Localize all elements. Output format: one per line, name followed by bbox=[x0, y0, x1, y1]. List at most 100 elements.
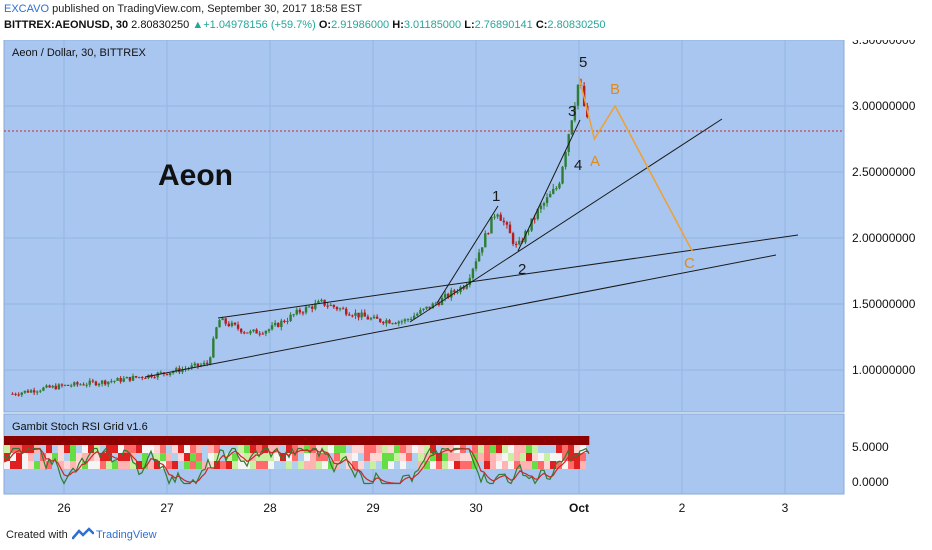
candle-body bbox=[514, 243, 518, 245]
indicator-tick-0: 0.0000 bbox=[852, 475, 889, 489]
time-tick-label: 28 bbox=[263, 501, 277, 515]
wedge-lower-line[interactable] bbox=[409, 118, 723, 323]
grid-cell bbox=[124, 445, 130, 453]
grid-cell bbox=[508, 445, 514, 453]
candle-body bbox=[502, 220, 506, 223]
grid-cell bbox=[112, 461, 118, 469]
candle-body bbox=[428, 306, 431, 309]
grid-cell bbox=[400, 461, 406, 469]
grid-cell bbox=[130, 445, 136, 453]
grid-cell bbox=[538, 461, 544, 469]
candle-body bbox=[545, 197, 549, 204]
grid-cell bbox=[382, 461, 388, 469]
grid-cell bbox=[454, 461, 460, 469]
grid-cell bbox=[58, 445, 64, 453]
wave-label-5: 5 bbox=[579, 54, 587, 71]
author-link[interactable]: EXCAVO bbox=[4, 3, 50, 15]
candle-body bbox=[558, 183, 561, 189]
trendlines bbox=[144, 118, 799, 378]
up-arrow-icon: ▲ bbox=[192, 19, 204, 31]
tradingview-link[interactable]: TradingView bbox=[96, 529, 157, 541]
candle-body bbox=[267, 329, 271, 331]
pane-title: Aeon / Dollar, 30, BITTREX bbox=[12, 47, 147, 59]
candle-body bbox=[11, 393, 14, 395]
candle-body bbox=[205, 362, 209, 364]
candle-body bbox=[496, 214, 499, 217]
grid-cell bbox=[544, 453, 550, 461]
candle-body bbox=[329, 304, 332, 306]
candle-body bbox=[91, 380, 95, 382]
grid-cell bbox=[394, 461, 400, 469]
price-change: +1.04978156 (+59.7%) bbox=[203, 19, 316, 31]
grid-cell bbox=[556, 453, 562, 461]
grid-cell bbox=[334, 445, 340, 453]
price-axis[interactable]: 3.50000000 3.00000000 2.50000000 2.00000000… bbox=[852, 40, 916, 377]
grid-cell bbox=[280, 453, 286, 461]
grid-cell bbox=[532, 445, 538, 453]
grid-cell bbox=[238, 445, 244, 453]
candle-body bbox=[270, 325, 274, 330]
candle-body bbox=[462, 286, 465, 289]
candle-body bbox=[26, 390, 30, 393]
candle-body bbox=[202, 362, 206, 365]
grid-cell bbox=[352, 445, 358, 453]
candle-body bbox=[360, 312, 363, 318]
candle-body bbox=[511, 233, 515, 244]
candle-body bbox=[335, 307, 339, 310]
grid-cell bbox=[136, 453, 142, 461]
grid-cell bbox=[34, 461, 40, 469]
high-label: H: bbox=[392, 19, 404, 31]
grid-cell bbox=[124, 461, 130, 469]
grid-cell bbox=[532, 453, 538, 461]
grid-cell bbox=[568, 445, 574, 453]
candle-body bbox=[419, 309, 422, 314]
candle-body bbox=[456, 292, 459, 294]
candle-body bbox=[116, 378, 119, 381]
grid-cell bbox=[214, 453, 220, 461]
grid-cell bbox=[484, 453, 490, 461]
grid-cell bbox=[562, 461, 568, 469]
abc-labels: A B C bbox=[590, 81, 695, 272]
candle-body bbox=[490, 216, 493, 234]
candle-body bbox=[345, 308, 348, 315]
time-axis[interactable]: 26 27 28 29 30 Oct 2 3 bbox=[57, 501, 788, 515]
grid-cell bbox=[226, 461, 232, 469]
channel-upper-line[interactable] bbox=[217, 234, 799, 319]
grid-cell bbox=[28, 453, 34, 461]
candle-body bbox=[209, 357, 212, 364]
grid-cell bbox=[52, 461, 58, 469]
candle-body bbox=[218, 320, 221, 328]
grid-cell bbox=[448, 445, 454, 453]
grid-cell bbox=[490, 445, 496, 453]
candle-body bbox=[354, 312, 357, 316]
grid-cell bbox=[118, 461, 124, 469]
candle-body bbox=[221, 318, 224, 321]
impulse-line[interactable] bbox=[517, 119, 581, 252]
grid-cell bbox=[322, 461, 328, 469]
grid-cell bbox=[514, 461, 520, 469]
candle-body bbox=[341, 308, 345, 310]
candle-body bbox=[168, 373, 172, 376]
grid-cell bbox=[478, 453, 484, 461]
candle-body bbox=[307, 306, 311, 308]
candle-body bbox=[76, 382, 79, 385]
candle-body bbox=[14, 393, 17, 395]
candle-body bbox=[48, 385, 51, 388]
grid-cell bbox=[106, 461, 112, 469]
grid-cell bbox=[142, 453, 148, 461]
channel-lower-line[interactable] bbox=[144, 254, 777, 378]
last-price: 2.80830250 bbox=[131, 19, 190, 31]
grid-cell bbox=[466, 453, 472, 461]
grid-cell bbox=[286, 461, 292, 469]
price-chart[interactable]: Aeon / Dollar, 30, BITTREX Aeon 1 2 3 4 … bbox=[0, 40, 932, 520]
candle-body bbox=[487, 233, 490, 235]
candle-body bbox=[406, 319, 410, 321]
candle-body bbox=[304, 306, 308, 313]
abc-projection-path[interactable] bbox=[578, 76, 693, 252]
grid-cell bbox=[244, 445, 250, 453]
wedge-upper-line[interactable] bbox=[436, 205, 499, 304]
grid-cell bbox=[16, 453, 22, 461]
candle-body bbox=[252, 329, 255, 332]
candle-body bbox=[375, 316, 379, 319]
grid-cell bbox=[394, 445, 400, 453]
